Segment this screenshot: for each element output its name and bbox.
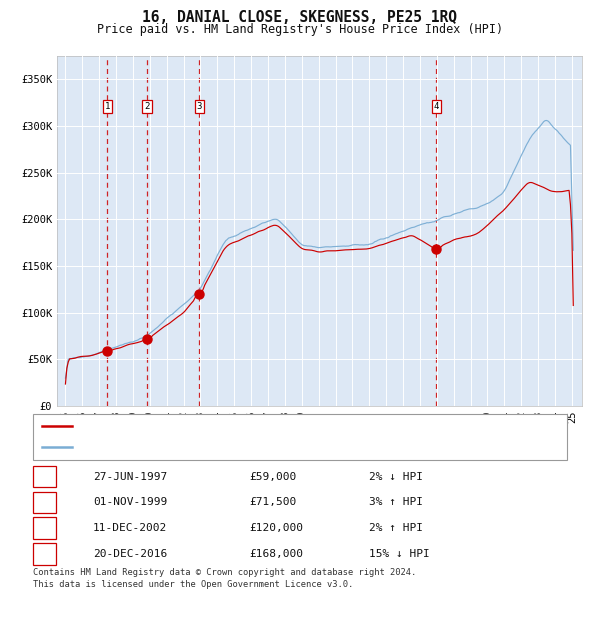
Text: 3: 3 (41, 523, 48, 533)
Text: Price paid vs. HM Land Registry's House Price Index (HPI): Price paid vs. HM Land Registry's House … (97, 23, 503, 36)
Text: 2% ↑ HPI: 2% ↑ HPI (369, 523, 423, 533)
Text: 16, DANIAL CLOSE, SKEGNESS, PE25 1RQ (detached house): 16, DANIAL CLOSE, SKEGNESS, PE25 1RQ (de… (78, 421, 396, 431)
Text: 11-DEC-2002: 11-DEC-2002 (93, 523, 167, 533)
Text: HPI: Average price, detached house, East Lindsey: HPI: Average price, detached house, East… (78, 443, 366, 453)
Text: £168,000: £168,000 (249, 549, 303, 559)
Text: £59,000: £59,000 (249, 472, 296, 482)
Text: £120,000: £120,000 (249, 523, 303, 533)
Text: £71,500: £71,500 (249, 497, 296, 507)
Text: 1: 1 (105, 102, 110, 111)
Text: 4: 4 (41, 549, 48, 559)
Text: 3% ↑ HPI: 3% ↑ HPI (369, 497, 423, 507)
Text: 4: 4 (434, 102, 439, 111)
Text: 2% ↓ HPI: 2% ↓ HPI (369, 472, 423, 482)
Text: 1: 1 (41, 472, 48, 482)
Text: 27-JUN-1997: 27-JUN-1997 (93, 472, 167, 482)
Text: Contains HM Land Registry data © Crown copyright and database right 2024.
This d: Contains HM Land Registry data © Crown c… (33, 568, 416, 589)
Text: 2: 2 (41, 497, 48, 507)
Text: 3: 3 (197, 102, 202, 111)
Text: 2: 2 (145, 102, 150, 111)
Text: 20-DEC-2016: 20-DEC-2016 (93, 549, 167, 559)
Text: 15% ↓ HPI: 15% ↓ HPI (369, 549, 430, 559)
Text: 16, DANIAL CLOSE, SKEGNESS, PE25 1RQ: 16, DANIAL CLOSE, SKEGNESS, PE25 1RQ (143, 10, 458, 25)
Text: 01-NOV-1999: 01-NOV-1999 (93, 497, 167, 507)
